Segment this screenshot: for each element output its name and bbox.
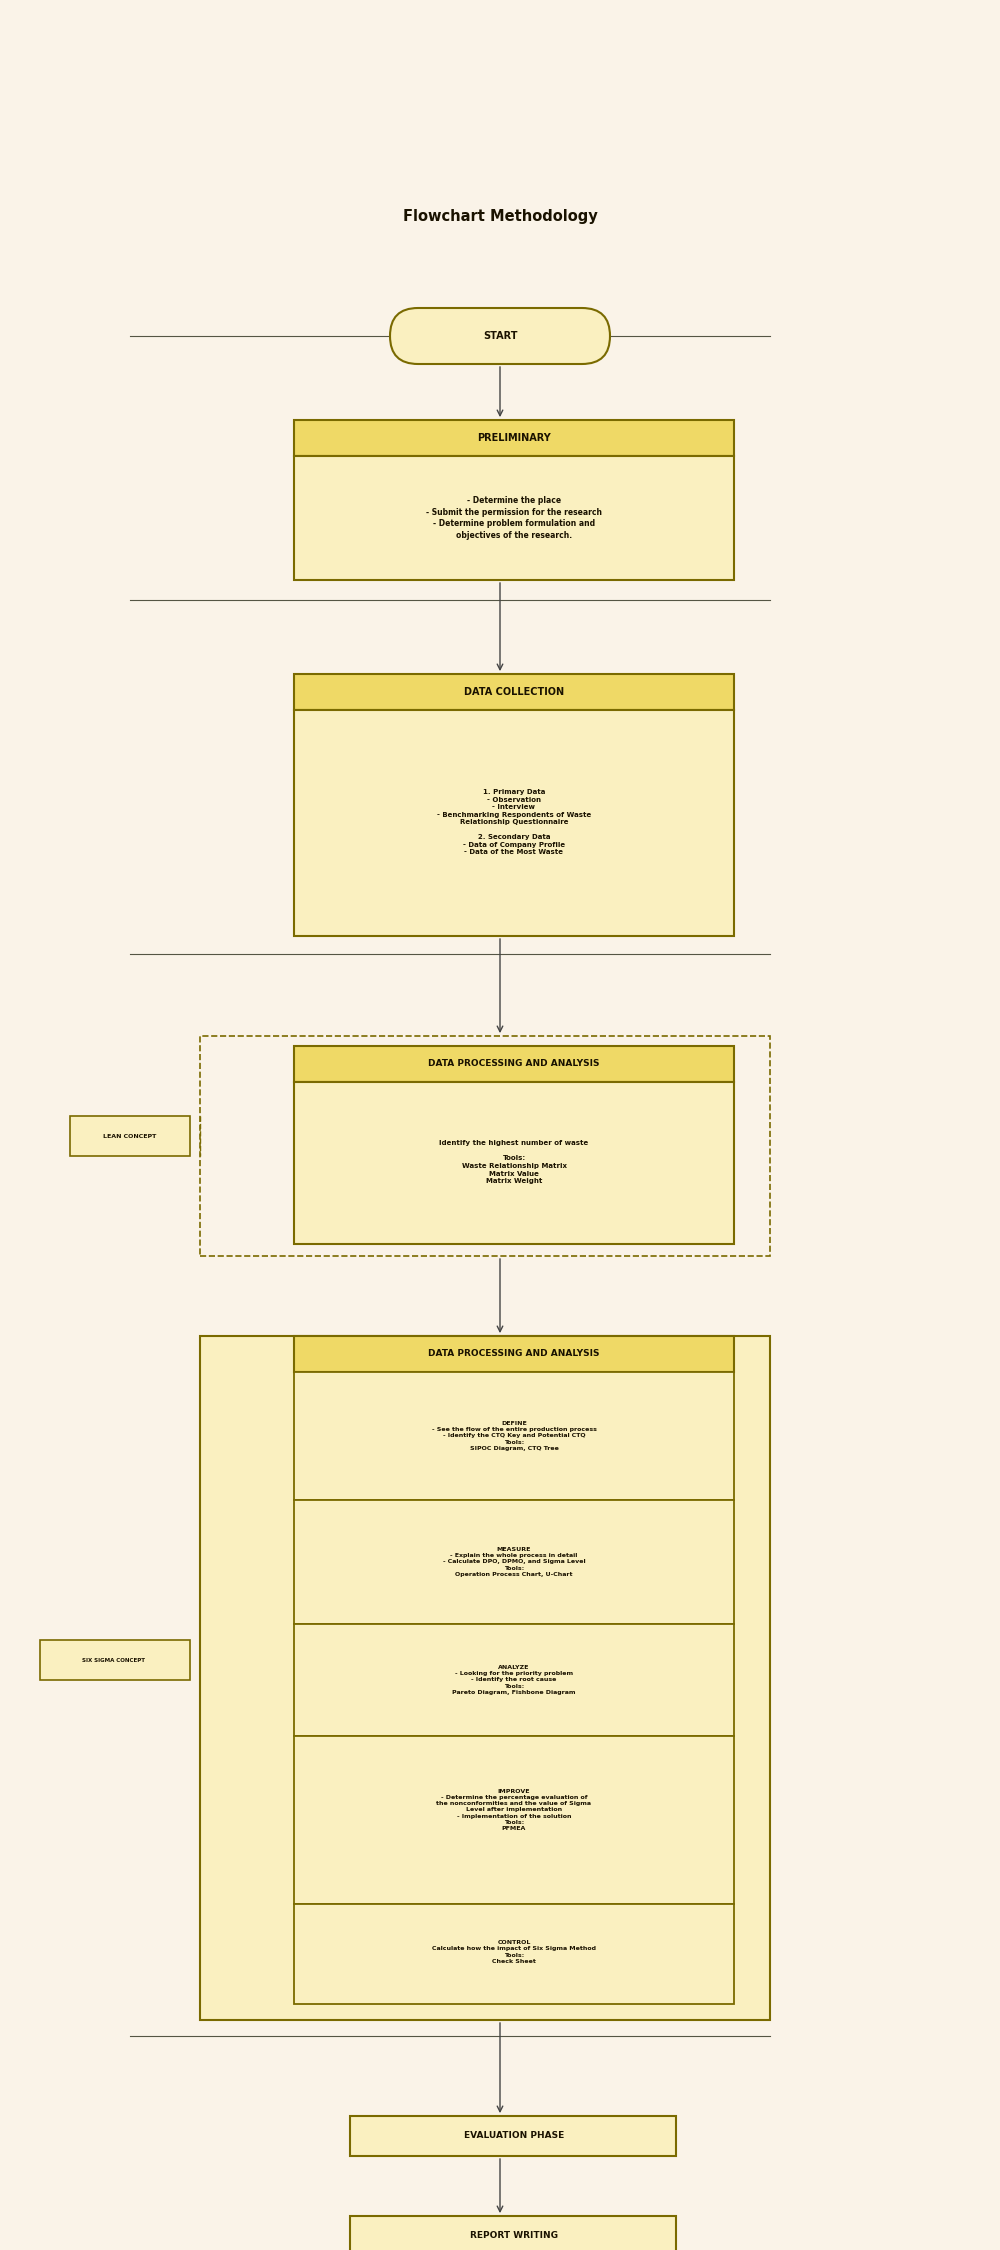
Text: LEAN CONCEPT: LEAN CONCEPT [103, 1134, 157, 1138]
Bar [294, 711, 734, 936]
Bar [40, 1640, 190, 1681]
Text: - Determine the place
- Submit the permission for the research
- Determine probl: - Determine the place - Submit the permi… [426, 497, 602, 540]
Bar [294, 421, 734, 457]
Text: Flowchart Methodology: Flowchart Methodology [403, 209, 597, 223]
Bar [294, 1737, 734, 1904]
FancyBboxPatch shape [390, 308, 610, 364]
Bar [294, 1624, 734, 1737]
Text: PRELIMINARY: PRELIMINARY [477, 432, 551, 443]
Bar [294, 1046, 734, 1082]
Text: START: START [483, 331, 517, 342]
Bar [294, 1372, 734, 1501]
Bar [200, 1035, 770, 1256]
Bar [294, 1501, 734, 1624]
Bar [294, 675, 734, 711]
Bar [294, 457, 734, 580]
Text: EVALUATION PHASE: EVALUATION PHASE [464, 2131, 564, 2140]
Bar [350, 2216, 676, 2250]
Text: REPORT WRITING: REPORT WRITING [470, 2232, 558, 2241]
Text: DATA COLLECTION: DATA COLLECTION [464, 686, 564, 698]
Text: MEASURE
- Explain the whole process in detail
- Calculate DPO, DPMO, and Sigma L: MEASURE - Explain the whole process in d… [443, 1548, 585, 1577]
Bar [200, 1336, 770, 2020]
Text: SIX SIGMA CONCEPT: SIX SIGMA CONCEPT [82, 1658, 146, 1663]
Text: DATA PROCESSING AND ANALYSIS: DATA PROCESSING AND ANALYSIS [428, 1350, 600, 1359]
Text: ANALYZE
- Looking for the priority problem
- Identify the root cause
Tools:
Pare: ANALYZE - Looking for the priority probl… [452, 1665, 576, 1694]
Bar [350, 2115, 676, 2156]
Bar [294, 1904, 734, 2005]
Text: DEFINE
- See the flow of the entire production process
- Identify the CTQ Key an: DEFINE - See the flow of the entire prod… [432, 1422, 596, 1451]
Text: Identify the highest number of waste

Tools:
Waste Relationship Matrix
Matrix Va: Identify the highest number of waste Too… [439, 1138, 589, 1184]
Bar [294, 1082, 734, 1244]
Bar [70, 1116, 190, 1156]
Text: CONTROL
Calculate how the impact of Six Sigma Method
Tools:
Check Sheet: CONTROL Calculate how the impact of Six … [432, 1940, 596, 1964]
Text: 1. Primary Data
- Observation
- Interview
- Benchmarking Respondents of Waste
Re: 1. Primary Data - Observation - Intervie… [437, 790, 591, 855]
Bar [294, 1336, 734, 1372]
Text: DATA PROCESSING AND ANALYSIS: DATA PROCESSING AND ANALYSIS [428, 1060, 600, 1069]
Text: IMPROVE
- Determine the percentage evaluation of
the nonconformities and the val: IMPROVE - Determine the percentage evalu… [436, 1789, 592, 1831]
